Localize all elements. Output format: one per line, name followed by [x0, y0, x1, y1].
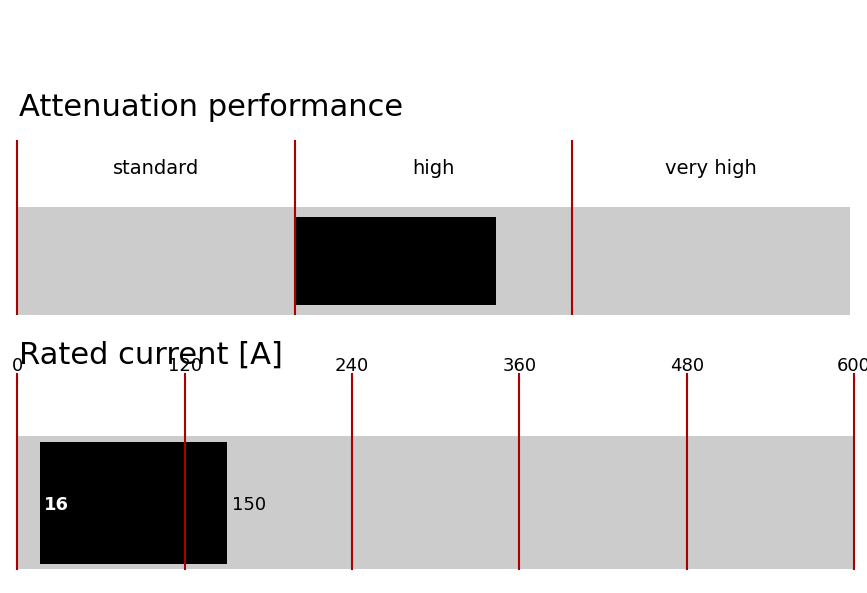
Bar — [17, 206, 850, 315]
Text: Rated current [A]: Rated current [A] — [19, 341, 283, 370]
Bar — [295, 217, 496, 304]
Text: very high: very high — [665, 160, 757, 178]
Text: standard: standard — [113, 160, 199, 178]
Text: high: high — [413, 160, 454, 178]
Bar — [17, 436, 854, 569]
Text: 150: 150 — [232, 496, 266, 514]
Bar — [40, 442, 226, 563]
Text: Attenuation performance: Attenuation performance — [19, 94, 403, 123]
Text: Performance indicators: Performance indicators — [19, 21, 350, 44]
Text: 16: 16 — [44, 496, 68, 514]
